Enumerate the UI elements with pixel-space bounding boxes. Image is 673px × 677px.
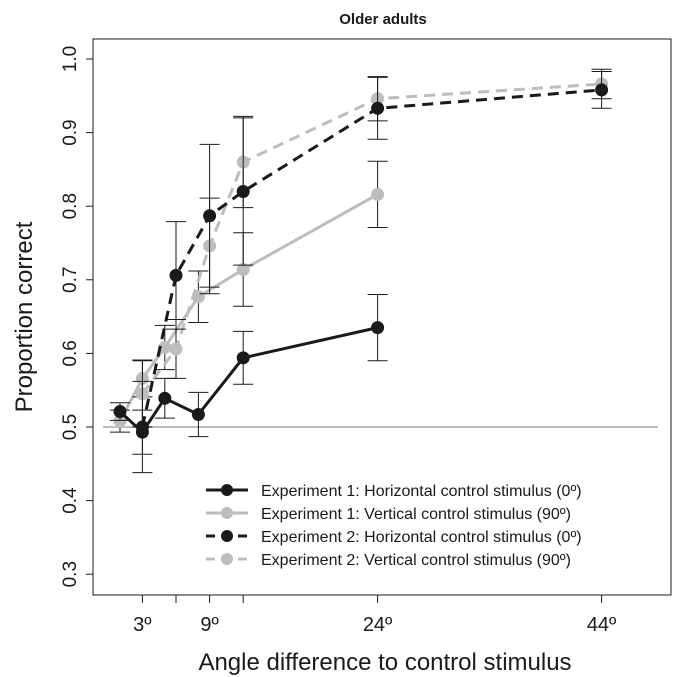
- data-point: [371, 321, 385, 335]
- y-tick-label: 0.3: [60, 561, 81, 587]
- series-1: [110, 294, 388, 455]
- chart-title: Older adults: [339, 11, 427, 28]
- legend-label: Experiment 1: Vertical control stimulus …: [261, 506, 571, 523]
- data-point: [236, 184, 250, 198]
- x-tick-label: 24º: [363, 614, 393, 636]
- y-tick-label: 0.4: [60, 487, 81, 514]
- data-point: [158, 341, 172, 355]
- legend-item-4: Experiment 2: Vertical control stimulus …: [206, 552, 571, 569]
- legend-label: Experiment 2: Horizontal control stimulu…: [261, 529, 582, 546]
- y-tick-label: 0.7: [60, 267, 81, 293]
- data-point: [595, 83, 609, 97]
- x-tick-label: 9º: [200, 614, 219, 636]
- series-line: [118, 326, 378, 434]
- x-tick-label: 3º: [133, 614, 152, 636]
- legend-label: Experiment 1: Horizontal control stimulu…: [261, 483, 582, 500]
- data-point: [135, 420, 149, 434]
- legend: Experiment 1: Horizontal control stimulu…: [206, 483, 582, 569]
- data-point: [169, 342, 183, 356]
- legend-item-3: Experiment 2: Horizontal control stimulu…: [206, 529, 582, 546]
- series-line: [141, 82, 602, 395]
- y-tick-label: 0.6: [60, 340, 81, 366]
- series-4: [132, 68, 612, 428]
- data-point: [371, 187, 385, 201]
- series-line: [118, 193, 379, 422]
- data-point: [371, 101, 385, 115]
- y-tick-label: 0.8: [60, 193, 81, 219]
- legend-item-2: Experiment 1: Vertical control stimulus …: [206, 506, 571, 523]
- y-axis: 0.3 0.4 0.5 0.6 0.7 0.8 0.9 1.0: [60, 46, 93, 587]
- data-point: [169, 268, 183, 282]
- data-point: [203, 209, 217, 223]
- legend-item-1: Experiment 1: Horizontal control stimulu…: [206, 483, 582, 500]
- plot-frame: [92, 38, 672, 596]
- x-axis-label: Angle difference to control stimulus: [198, 649, 571, 676]
- series-line: [140, 88, 602, 428]
- y-tick-label: 0.5: [60, 414, 81, 440]
- legend-marker: [221, 530, 233, 542]
- legend-label: Experiment 2: Vertical control stimulus …: [261, 552, 571, 569]
- data-point: [158, 391, 172, 405]
- legend-marker: [221, 507, 233, 519]
- x-axis: 3º 9º 24º 44º: [133, 595, 617, 636]
- legend-marker: [221, 553, 233, 565]
- series-3: [132, 71, 612, 474]
- y-tick-label: 1.0: [60, 46, 81, 72]
- y-tick-label: 0.9: [60, 119, 81, 145]
- data-point: [113, 414, 127, 428]
- data-point: [236, 351, 250, 365]
- data-point: [191, 407, 205, 421]
- series-layer: [110, 68, 612, 474]
- data-point: [236, 262, 250, 276]
- data-point: [113, 405, 127, 419]
- y-axis-label: Proportion correct: [11, 221, 38, 412]
- legend-marker: [221, 484, 233, 496]
- x-tick-label: 44º: [587, 614, 617, 636]
